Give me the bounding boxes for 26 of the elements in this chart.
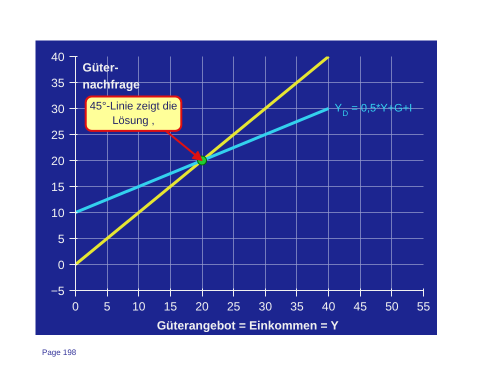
- x-tick-label: 50: [385, 300, 399, 314]
- x-tick-label: 0: [72, 300, 80, 314]
- y-tick-label: 30: [51, 102, 65, 116]
- x-tick-label: 25: [227, 300, 241, 314]
- y-tick-label: 15: [51, 180, 65, 194]
- x-tick-label: 5: [104, 300, 111, 314]
- y-tick-label: 40: [51, 50, 65, 64]
- y-tick-label: 10: [51, 206, 65, 220]
- y-tick-label: 20: [51, 154, 65, 168]
- x-axis-title: Güterangebot = Einkommen = Y: [156, 318, 339, 332]
- x-tick-label: 45: [354, 300, 368, 314]
- y-axis-title: Güter- nachfrage: [82, 60, 140, 92]
- x-tick-label: 10: [132, 300, 146, 314]
- y-tick-label: 25: [51, 128, 65, 142]
- x-tick-label: 15: [164, 300, 178, 314]
- x-tick-label: 55: [416, 300, 430, 314]
- y-tick-label: 0: [58, 258, 65, 272]
- y-tick-label: 5: [58, 232, 65, 246]
- text: Page 198: [42, 347, 76, 358]
- y-tick-label: 35: [51, 76, 65, 90]
- x-tick-label: 35: [290, 300, 304, 314]
- y-tick-label: −5: [50, 284, 65, 298]
- annotation: 45°-Linie zeigt die Lösung ,: [90, 100, 178, 127]
- x-tick-label: 30: [258, 300, 272, 314]
- x-tick-label: 40: [322, 300, 336, 314]
- x-tick-label: 20: [195, 300, 210, 314]
